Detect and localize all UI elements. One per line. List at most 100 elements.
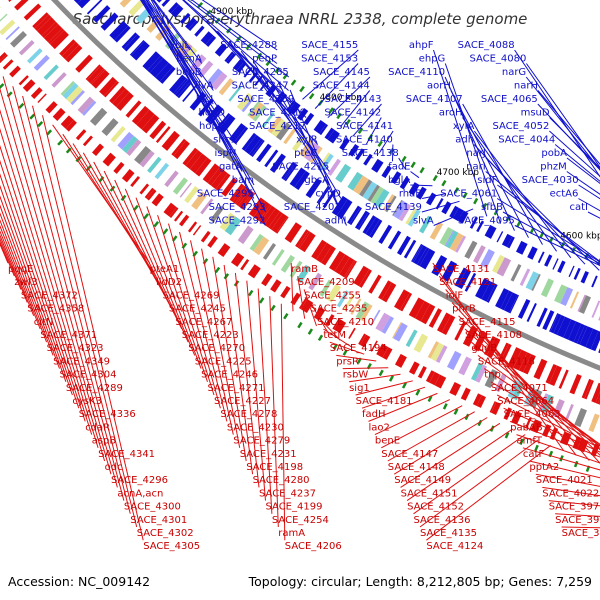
gene-label: benA <box>176 54 202 65</box>
feature-block <box>476 395 486 408</box>
label-connector <box>145 0 255 186</box>
feature-block <box>200 230 211 243</box>
label-connector <box>503 407 600 453</box>
gene-label: pqqE <box>8 264 33 275</box>
gene-label: SACE_4124 <box>426 541 483 552</box>
feature-block <box>173 140 190 160</box>
feature-block <box>14 0 29 11</box>
kbp-label: 4700 kbp <box>437 168 480 178</box>
feature-block <box>588 413 600 433</box>
feature-block <box>496 231 504 243</box>
label-connector <box>535 473 600 487</box>
feature-block <box>569 373 582 395</box>
gene-label: SACE_4295 <box>197 189 254 200</box>
feature-block <box>65 119 77 132</box>
feature-block <box>37 93 47 104</box>
feature-block <box>441 260 458 282</box>
feature-block <box>531 273 541 292</box>
feature-block <box>525 271 540 291</box>
label-connector <box>353 103 382 136</box>
gene-label: SACE_4118 <box>478 356 535 367</box>
label-connector <box>252 60 330 186</box>
label-connector <box>302 49 359 100</box>
feature-block <box>419 248 436 270</box>
feature-block <box>89 107 108 126</box>
feature-block <box>350 298 362 315</box>
gene-label: SACE_4270 <box>188 343 245 354</box>
feature-block <box>430 342 442 361</box>
feature-block <box>564 404 574 422</box>
feature-block <box>194 25 205 37</box>
feature-block <box>313 307 326 321</box>
tick-mark <box>29 113 36 120</box>
feature-block <box>110 126 126 143</box>
gene-label: SACE_4145 <box>313 67 370 78</box>
feature-block <box>368 274 382 294</box>
feature-block <box>154 162 170 180</box>
feature-block <box>510 264 522 282</box>
feature-block <box>73 0 82 4</box>
label-connector <box>336 354 377 362</box>
gene-label: SACE_4292 <box>208 216 265 227</box>
backbone-ring <box>50 0 600 371</box>
label-connector <box>355 380 413 396</box>
feature-block <box>405 207 418 225</box>
feature-block <box>49 30 69 50</box>
feature-block <box>331 195 348 216</box>
feature-block <box>284 222 302 243</box>
label-connector <box>0 195 67 382</box>
label-connector <box>142 0 238 145</box>
feature-block <box>319 124 329 136</box>
feature-block <box>85 64 101 81</box>
feature-block <box>360 304 373 322</box>
tick-mark <box>378 369 384 377</box>
gene-label: citN <box>34 317 54 328</box>
feature-block <box>305 178 322 199</box>
tick-mark <box>214 266 221 274</box>
tick-mark <box>504 432 510 439</box>
feature-block <box>581 378 592 399</box>
feature-block <box>399 292 413 312</box>
feature-block <box>445 230 459 249</box>
feature-block <box>252 105 267 122</box>
feature-block <box>412 244 424 263</box>
feature-block <box>192 225 202 236</box>
feature-block <box>393 200 409 220</box>
gene-label: benE <box>375 436 400 447</box>
feature-block <box>241 96 255 113</box>
gene-label: SACE_4300 <box>124 502 181 513</box>
feature-block <box>207 167 224 186</box>
gene-label: SACE_4153 <box>301 54 358 65</box>
label-connector <box>490 381 600 447</box>
gene-label: amfT <box>517 436 543 447</box>
feature-block <box>348 327 356 339</box>
gene-label: SACE_4215 <box>272 162 329 173</box>
feature-block <box>75 54 93 73</box>
feature-block <box>549 365 563 387</box>
gene-label: SACE_4255 <box>304 290 361 301</box>
gene-label: SACE_4280 <box>253 475 310 486</box>
feature-block <box>554 284 568 304</box>
feature-block <box>519 268 531 286</box>
feature-block <box>185 150 203 170</box>
gene-label: SACE_4269 <box>163 290 220 301</box>
feature-block <box>333 319 347 334</box>
gene-label: SACE_4302 <box>137 528 194 539</box>
label-connector <box>462 117 558 252</box>
feature-block <box>480 248 495 269</box>
feature-block <box>269 153 286 173</box>
gene-label: SACE_4206 <box>285 541 342 552</box>
feature-block <box>249 102 264 120</box>
label-connector <box>349 373 401 383</box>
feature-block <box>177 81 193 99</box>
feature-block <box>82 135 93 147</box>
feature-block <box>536 307 548 328</box>
label-connector <box>514 225 600 267</box>
feature-block <box>173 210 184 222</box>
feature-block <box>75 129 87 141</box>
feature-block <box>405 329 418 348</box>
feature-block <box>382 347 393 360</box>
feature-block <box>179 182 192 198</box>
label-connector <box>555 513 600 517</box>
feature-block <box>496 257 512 277</box>
